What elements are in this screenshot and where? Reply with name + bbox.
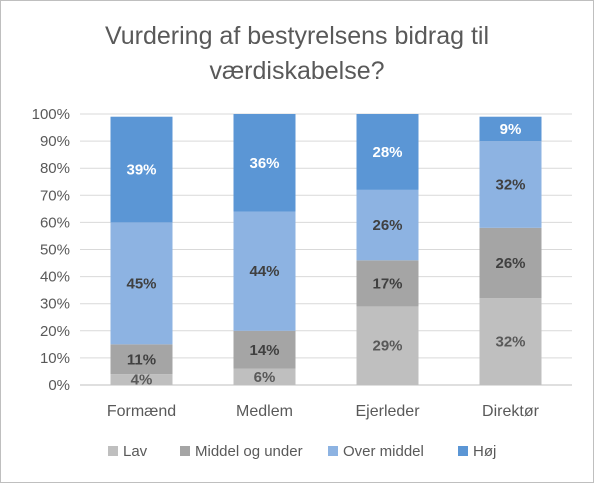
legend-swatch <box>180 446 190 456</box>
bar-segment <box>110 344 173 375</box>
y-tick-label: 10% <box>40 350 70 367</box>
data-label: 9% <box>500 121 522 138</box>
y-tick-label: 40% <box>40 269 70 286</box>
bar-segment <box>233 330 296 369</box>
y-tick-label: 80% <box>40 160 70 177</box>
data-label: 32% <box>495 176 525 193</box>
data-label: 44% <box>249 263 279 280</box>
bar-segment <box>233 211 296 331</box>
legend-label: Høj <box>473 443 496 460</box>
y-tick-label: 90% <box>40 133 70 150</box>
data-label: 32% <box>495 334 525 351</box>
data-label: 29% <box>372 338 402 355</box>
x-category-label: Direktør <box>482 403 540 420</box>
bar-segment <box>110 116 173 223</box>
data-label: 6% <box>254 369 276 386</box>
bar-segment <box>356 306 419 385</box>
legend-label: Lav <box>123 443 148 460</box>
x-category-label: Ejerleder <box>355 403 420 420</box>
y-tick-label: 50% <box>40 242 70 259</box>
data-label: 36% <box>249 155 279 172</box>
data-label: 14% <box>249 342 279 359</box>
data-label: 45% <box>126 275 156 292</box>
data-label: 17% <box>372 275 402 292</box>
legend-label: Middel og under <box>195 443 303 460</box>
bar-segment <box>479 227 542 299</box>
legend-label: Over middel <box>343 443 424 460</box>
bar-segment <box>356 260 419 307</box>
bar-segment <box>356 114 419 190</box>
data-label: 39% <box>126 162 156 179</box>
data-label: 26% <box>372 217 402 234</box>
legend-swatch <box>328 446 338 456</box>
y-tick-label: 30% <box>40 296 70 313</box>
bar-segment <box>110 222 173 345</box>
bar-segment <box>110 374 173 385</box>
data-label: 11% <box>127 351 156 368</box>
x-category-label: Formænd <box>107 403 176 420</box>
bar-segment <box>479 141 542 228</box>
chart-title-line: Vurdering af bestyrelsens bidrag til <box>105 22 489 50</box>
y-tick-label: 20% <box>40 323 70 340</box>
x-category-label: Medlem <box>236 403 293 420</box>
data-label: 4% <box>131 372 153 389</box>
bar-segment <box>479 116 542 142</box>
y-tick-label: 60% <box>40 214 70 231</box>
bar-segment <box>233 368 296 385</box>
y-tick-label: 0% <box>48 377 70 394</box>
legend-swatch <box>458 446 468 456</box>
data-label: 28% <box>372 144 402 161</box>
bar-segment <box>233 114 296 212</box>
y-tick-label: 100% <box>32 106 70 123</box>
data-label: 26% <box>495 255 525 272</box>
legend-swatch <box>108 446 118 456</box>
y-tick-label: 70% <box>40 187 70 204</box>
chart-title-line: værdiskabelse? <box>209 57 384 85</box>
bar-segment <box>356 189 419 261</box>
bar-segment <box>479 298 542 385</box>
